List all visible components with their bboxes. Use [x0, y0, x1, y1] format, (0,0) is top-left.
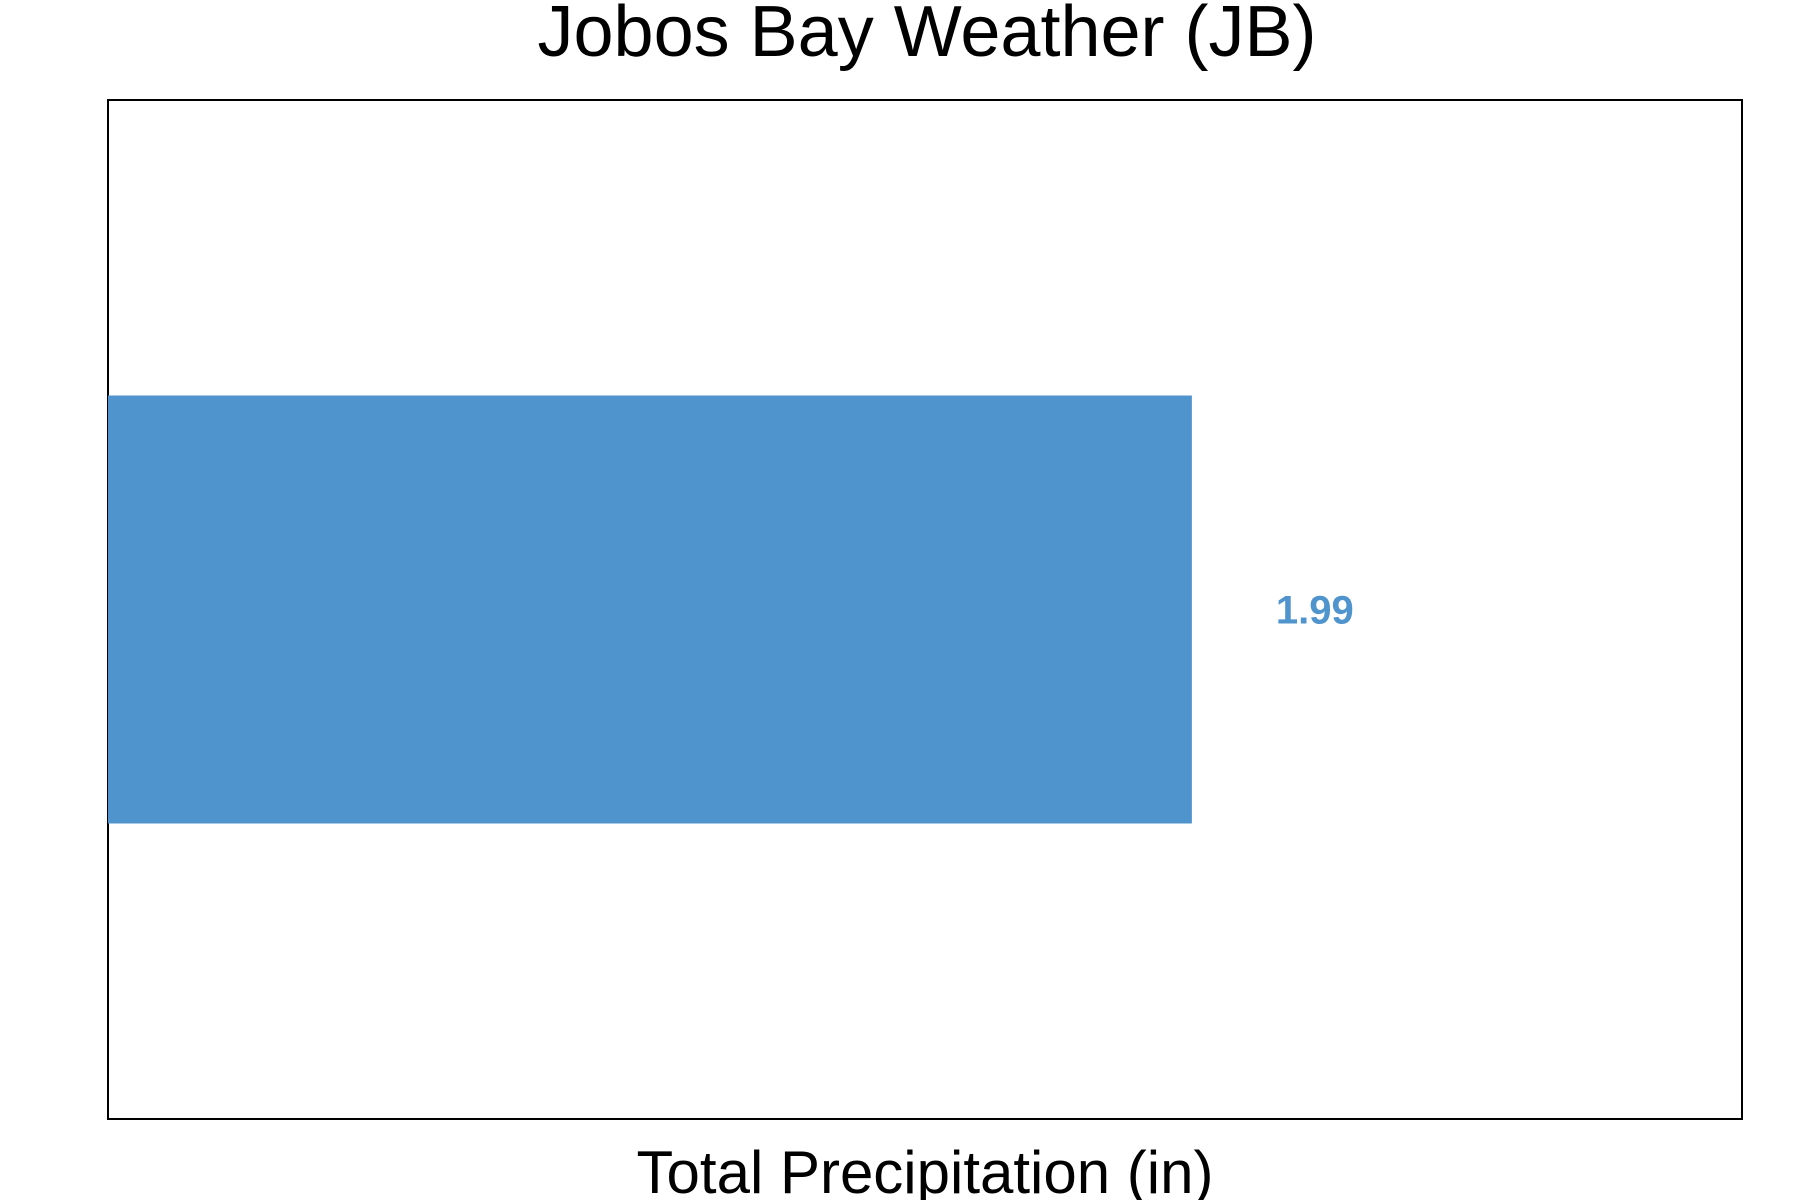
chart-title: Jobos Bay Weather (JB)	[538, 0, 1317, 72]
bar-value-label: 1.99	[1276, 589, 1354, 633]
bar	[108, 395, 1192, 824]
bars-group: 1.99	[108, 395, 1354, 824]
x-axis-label: Total Precipitation (in)	[637, 1139, 1214, 1200]
